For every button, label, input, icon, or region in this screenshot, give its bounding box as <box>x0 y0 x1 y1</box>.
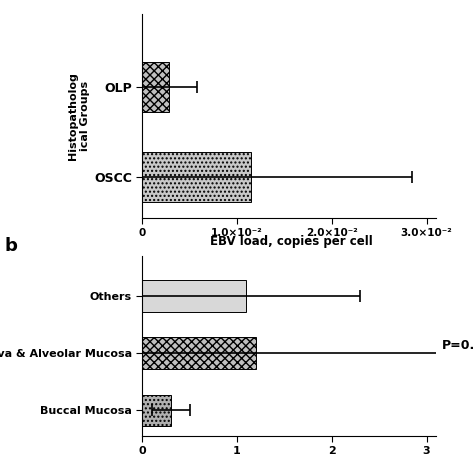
Bar <box>142 395 171 426</box>
Bar <box>142 152 251 202</box>
Bar <box>142 337 256 369</box>
Text: b: b <box>5 237 18 255</box>
Y-axis label: Histopatholog
ical Groups: Histopatholog ical Groups <box>68 72 90 160</box>
Bar <box>142 62 169 111</box>
Text: P=0.596: P=0.596 <box>442 339 474 353</box>
Text: EBV load, copies per cell: EBV load, copies per cell <box>210 235 373 247</box>
Bar <box>142 280 246 312</box>
